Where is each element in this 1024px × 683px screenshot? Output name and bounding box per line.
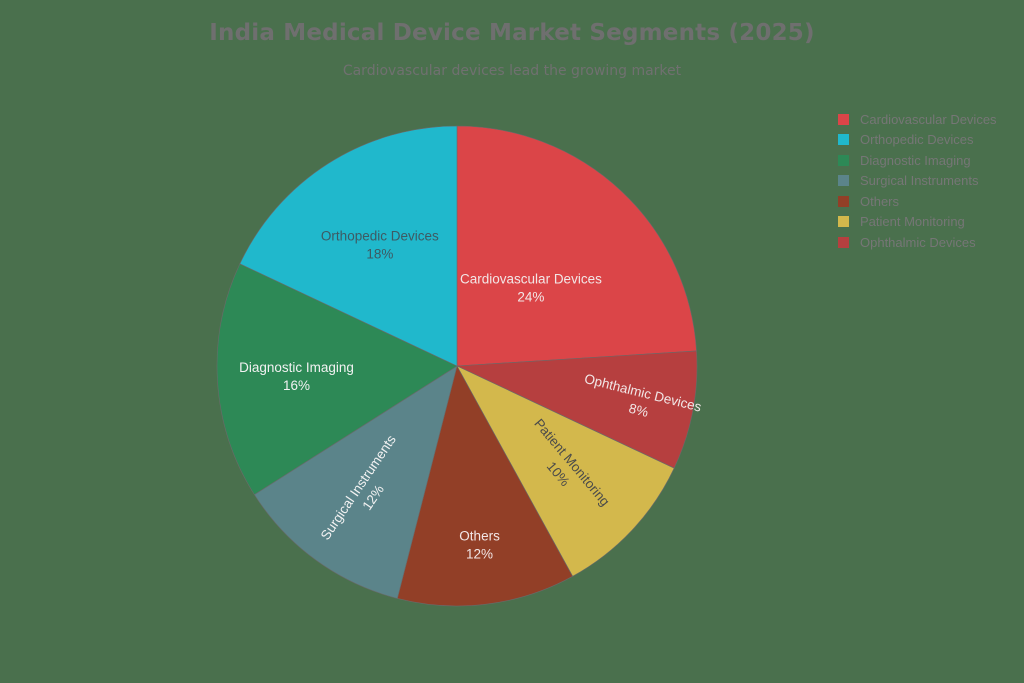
legend-swatch [838,216,849,228]
legend-swatch [838,154,849,166]
legend-item-others[interactable]: Others [838,191,997,212]
legend-label: Others [860,193,900,209]
legend-item-surgical-instruments[interactable]: Surgical Instruments [838,171,997,192]
slice-label: Diagnostic Imaging 16% [239,360,354,393]
legend-label: Patient Monitoring [860,214,965,230]
legend-swatch [838,236,849,248]
pie-slice-ophthalmic-devices[interactable] [456,350,698,469]
legend-label: Ophthalmic Devices [860,234,976,250]
chart-subtitle: Cardiovascular devices lead the growing … [342,63,682,79]
svg-text:12%: 12% [466,547,493,562]
slice-label: Orthopedic Devices 18% [321,228,439,261]
legend-swatch [838,134,849,146]
pie-slice-patient-monitoring[interactable] [456,365,675,577]
svg-text:Cardiovascular Devices: Cardiovascular Devices [460,271,602,286]
legend-item-ophthalmic-devices[interactable]: Ophthalmic Devices [838,232,997,253]
svg-text:8%: 8% [627,401,650,420]
legend-item-diagnostic-imaging[interactable]: Diagnostic Imaging [838,150,997,171]
legend-label: Orthopedic Devices [860,132,974,148]
pie-slice-cardiovascular-devices[interactable] [456,125,697,367]
svg-text:24%: 24% [517,289,544,304]
slice-label: Others 12% [459,529,500,562]
legend-swatch [838,175,849,187]
legend-label: Diagnostic Imaging [860,152,971,168]
pie-slice-surgical-instruments[interactable] [253,365,458,599]
svg-text:Others: Others [459,529,500,544]
pie-slice-diagnostic-imaging[interactable] [216,263,458,496]
legend-item-orthopedic-devices[interactable]: Orthopedic Devices [838,130,997,151]
pie-slice-orthopedic-devices[interactable] [239,125,458,367]
legend: Cardiovascular Devices Orthopedic Devices… [838,109,997,253]
svg-text:18%: 18% [366,246,393,261]
legend-swatch [838,195,849,207]
svg-text:Diagnostic Imaging: Diagnostic Imaging [239,360,354,375]
svg-text:Orthopedic Devices: Orthopedic Devices [321,228,439,243]
chart-title: India Medical Device Market Segments (20… [209,20,815,46]
slice-label: Cardiovascular Devices 24% [460,271,602,304]
pie-slice-others[interactable] [396,365,574,607]
svg-text:16%: 16% [283,378,310,393]
legend-swatch [838,113,849,125]
legend-label: Cardiovascular Devices [860,111,997,127]
legend-item-cardiovascular-devices[interactable]: Cardiovascular Devices [838,109,997,130]
legend-label: Surgical Instruments [860,173,979,189]
legend-item-patient-monitoring[interactable]: Patient Monitoring [838,212,997,233]
